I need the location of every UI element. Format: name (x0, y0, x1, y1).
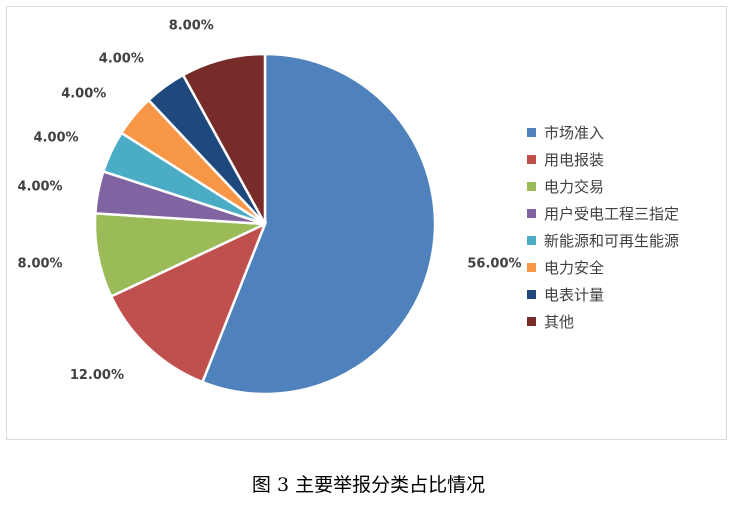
legend-swatch (527, 317, 536, 326)
figure-caption: 图 3 主要举报分类占比情况 (251, 474, 486, 496)
legend-label: 其他 (544, 313, 575, 331)
data-label-2: 8.00% (17, 257, 62, 272)
data-label-3: 4.00% (17, 179, 62, 194)
data-label-5: 4.00% (61, 87, 106, 102)
legend-label: 用电报装 (544, 151, 605, 169)
pie-slice-1 (109, 221, 268, 384)
legend-item-7: 其他 (527, 308, 679, 335)
legend-label: 电表计量 (544, 286, 605, 304)
legend-label: 用户受电工程三指定 (544, 205, 680, 223)
legend-swatch (527, 209, 536, 218)
legend-item-4: 新能源和可再生能源 (527, 227, 679, 254)
legend-label: 新能源和可再生能源 (544, 232, 680, 250)
legend-label: 电力交易 (544, 178, 605, 196)
legend-swatch (527, 236, 536, 245)
legend-swatch (527, 263, 536, 272)
legend-item-6: 电表计量 (527, 281, 679, 308)
legend-swatch (527, 290, 536, 299)
legend-item-1: 用电报装 (527, 146, 679, 173)
data-label-7: 8.00% (169, 19, 214, 34)
data-label-6: 4.00% (99, 51, 144, 66)
chart-frame: 56.00% 12.00% 8.00% 4.00% 4.00% 4.00% 4.00% 8.0… (6, 6, 727, 440)
chart-legend: 市场准入用电报装电力交易用户受电工程三指定 新能源和可再生能源 电力安全电表计量其他 (527, 119, 679, 335)
pie-chart: 56.00% 12.00% 8.00% 4.00% 4.00% 4.00% 4.00% 8.0… (17, 19, 522, 396)
legend-swatch (527, 182, 536, 191)
pie-slice-7 (181, 52, 267, 225)
data-label-1: 12.00% (70, 368, 124, 383)
legend-item-3: 用户受电工程三指定 (527, 200, 679, 227)
legend-label: 电力安全 (544, 259, 605, 277)
legend-item-0: 市场准入 (527, 119, 679, 146)
legend-item-5: 电力安全 (527, 254, 679, 281)
legend-swatch (527, 128, 536, 137)
legend-swatch (527, 155, 536, 164)
pie-slice-0 (200, 52, 437, 396)
legend-label: 市场准入 (544, 124, 605, 142)
legend-item-2: 电力交易 (527, 173, 679, 200)
data-label-4: 4.00% (33, 130, 78, 145)
data-label-0: 56.00% (467, 257, 521, 272)
